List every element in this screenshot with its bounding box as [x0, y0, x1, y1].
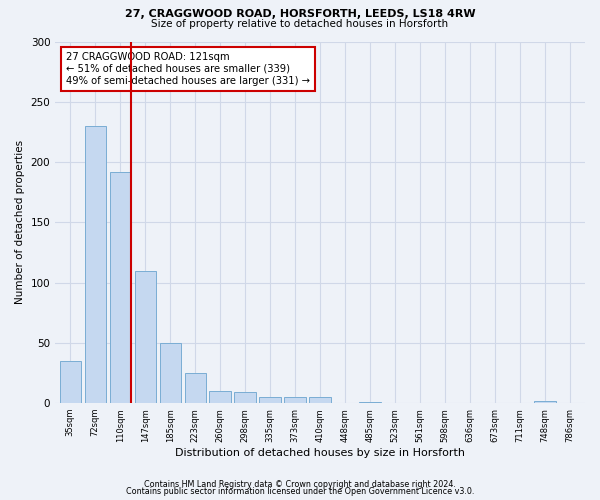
- Text: 27, CRAGGWOOD ROAD, HORSFORTH, LEEDS, LS18 4RW: 27, CRAGGWOOD ROAD, HORSFORTH, LEEDS, LS…: [125, 9, 475, 19]
- Bar: [134, 270, 156, 403]
- Bar: [535, 400, 556, 403]
- Bar: [235, 392, 256, 403]
- Bar: [284, 397, 306, 403]
- Bar: [310, 397, 331, 403]
- Text: Contains public sector information licensed under the Open Government Licence v3: Contains public sector information licen…: [126, 488, 474, 496]
- X-axis label: Distribution of detached houses by size in Horsforth: Distribution of detached houses by size …: [175, 448, 465, 458]
- Bar: [259, 397, 281, 403]
- Bar: [110, 172, 131, 403]
- Bar: [59, 361, 81, 403]
- Bar: [209, 391, 231, 403]
- Text: 27 CRAGGWOOD ROAD: 121sqm
← 51% of detached houses are smaller (339)
49% of semi: 27 CRAGGWOOD ROAD: 121sqm ← 51% of detac…: [66, 52, 310, 86]
- Bar: [185, 373, 206, 403]
- Text: Contains HM Land Registry data © Crown copyright and database right 2024.: Contains HM Land Registry data © Crown c…: [144, 480, 456, 489]
- Y-axis label: Number of detached properties: Number of detached properties: [15, 140, 25, 304]
- Bar: [160, 343, 181, 403]
- Bar: [85, 126, 106, 403]
- Bar: [359, 402, 380, 403]
- Text: Size of property relative to detached houses in Horsforth: Size of property relative to detached ho…: [151, 19, 449, 29]
